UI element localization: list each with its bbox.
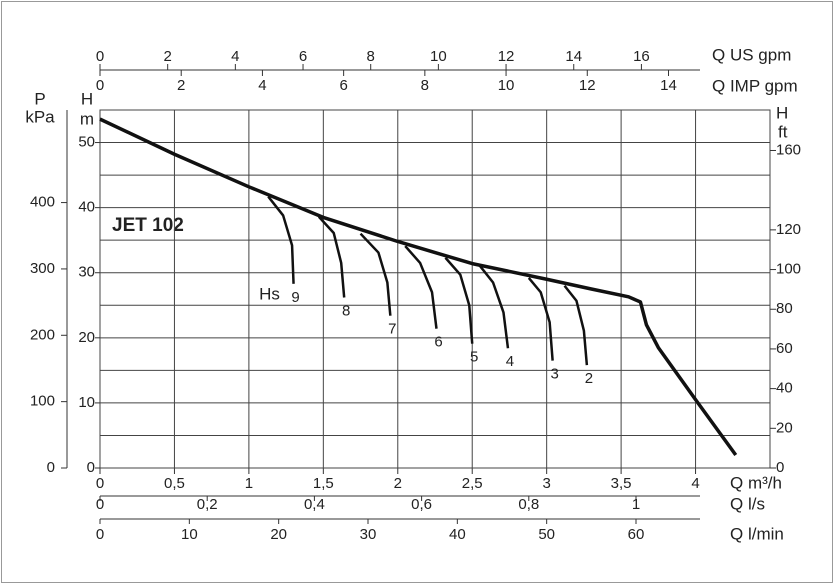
annotation: JET 102	[112, 215, 184, 236]
axis-label: Q l/s	[730, 494, 765, 513]
p-tick-label: 300	[30, 260, 55, 277]
top-tick-label: 0	[96, 48, 104, 65]
series-label: 6	[434, 334, 442, 351]
series-label: 3	[550, 366, 558, 383]
axis-label: Q m³/h	[730, 473, 782, 492]
bottom-tick-label: 1	[632, 496, 640, 513]
y2-tick-label: 40	[776, 380, 793, 397]
bottom-tick-label: 60	[628, 526, 645, 543]
top-tick-label: 6	[299, 48, 307, 65]
bottom-tick-label: 10	[181, 526, 198, 543]
bottom-tick-label: 0,4	[304, 496, 325, 513]
series-label: 8	[342, 302, 350, 319]
plot-frame	[99, 109, 771, 469]
top-tick-label: 10	[430, 48, 447, 65]
suction-curve	[404, 245, 438, 329]
pump-curve	[99, 117, 738, 457]
top-tick-label: 4	[231, 48, 239, 65]
y2-tick-label: 160	[776, 141, 801, 158]
suction-curve	[267, 195, 295, 284]
axis-label: Q US gpm	[712, 45, 791, 64]
axis-label: Q l/min	[730, 524, 784, 543]
y2-tick-label: 80	[776, 300, 793, 317]
bottom-tick-label: 0,2	[197, 496, 218, 513]
y-tick-label: 40	[78, 199, 95, 216]
y-tick-label: 10	[78, 394, 95, 411]
bottom-tick-label: 0,6	[411, 496, 432, 513]
axis-label: H	[81, 89, 93, 108]
series-label: 7	[388, 321, 396, 338]
top-tick-label: 10	[498, 77, 515, 94]
axis-label: P	[34, 89, 45, 108]
axis-unit: kPa	[25, 107, 55, 126]
top-tick-label: 2	[164, 48, 172, 65]
bottom-tick-label: 50	[538, 526, 555, 543]
suction-curve	[563, 284, 589, 366]
top-tick-label: 16	[633, 48, 650, 65]
x-tick-label: 4	[691, 475, 699, 492]
suction-curve	[478, 264, 510, 349]
y-tick-label: 50	[78, 134, 95, 151]
top-tick-label: 12	[579, 77, 596, 94]
y2-tick-label: 60	[776, 340, 793, 357]
top-tick-label: 14	[565, 48, 582, 65]
top-tick-label: 4	[258, 77, 266, 94]
x-tick-label: 3	[542, 475, 550, 492]
x-tick-label: 1,5	[313, 475, 334, 492]
series-label: 9	[291, 289, 299, 306]
series-label: 2	[585, 370, 593, 387]
p-tick-label: 400	[30, 194, 55, 211]
bottom-tick-label: 40	[449, 526, 466, 543]
x-tick-label: 0,5	[164, 475, 185, 492]
suction-curve	[317, 215, 346, 298]
bottom-tick-label: 0,8	[518, 496, 539, 513]
bottom-tick-label: 0	[96, 496, 104, 513]
axis-label: H	[776, 103, 788, 122]
bottom-tick-label: 0	[96, 526, 104, 543]
hs-label: Hs	[259, 284, 280, 303]
axis-unit: ft	[778, 122, 788, 141]
axis-label: Q IMP gpm	[712, 76, 798, 95]
top-tick-label: 8	[421, 77, 429, 94]
suction-curve	[444, 256, 474, 344]
y2-tick-label: 0	[776, 459, 784, 476]
suction-curve	[359, 232, 392, 316]
series-label: 4	[506, 353, 514, 370]
top-tick-label: 0	[96, 77, 104, 94]
x-tick-label: 2,5	[462, 475, 483, 492]
series-label: 5	[470, 349, 478, 366]
top-tick-label: 12	[498, 48, 515, 65]
y2-tick-label: 20	[776, 419, 793, 436]
p-tick-label: 200	[30, 326, 55, 343]
axis-unit: m	[80, 109, 94, 128]
bottom-tick-label: 20	[270, 526, 287, 543]
suction-curve	[527, 277, 554, 361]
top-tick-label: 14	[660, 77, 677, 94]
y-tick-label: 20	[78, 329, 95, 346]
x-tick-label: 1	[245, 475, 253, 492]
y-tick-label: 0	[87, 459, 95, 476]
p-tick-label: 100	[30, 393, 55, 410]
y2-tick-label: 100	[776, 261, 801, 278]
top-tick-label: 6	[339, 77, 347, 94]
bottom-tick-label: 30	[360, 526, 377, 543]
x-tick-label: 2	[394, 475, 402, 492]
p-tick-label: 0	[47, 459, 55, 476]
y2-tick-label: 120	[776, 221, 801, 238]
top-tick-label: 2	[177, 77, 185, 94]
y-tick-label: 30	[78, 264, 95, 281]
x-tick-label: 3,5	[611, 475, 632, 492]
top-tick-label: 8	[367, 48, 375, 65]
x-tick-label: 0	[96, 475, 104, 492]
